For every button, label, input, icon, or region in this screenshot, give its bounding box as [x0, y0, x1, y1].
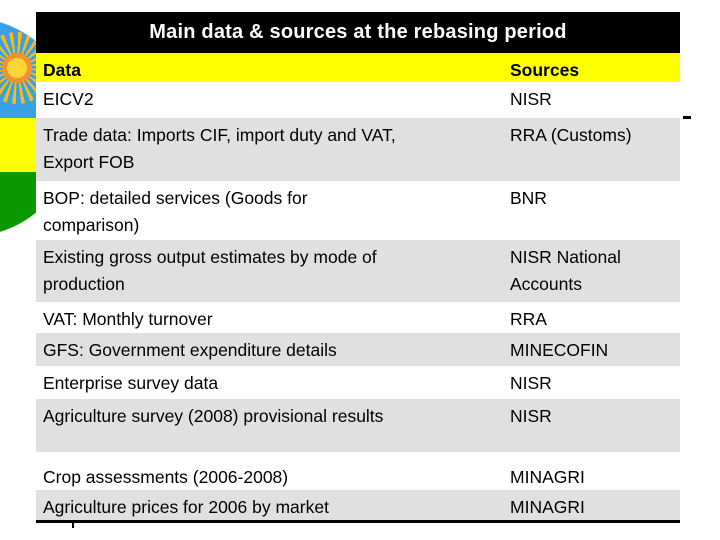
table-row: Existing gross output estimates by mode … [36, 240, 680, 302]
table-row: VAT: Monthly turnover RRA [36, 302, 680, 333]
data-cell: Enterprise survey data [43, 373, 219, 393]
source-cell: NISR [510, 373, 552, 393]
table-row: Agriculture prices for 2006 by market MIN… [36, 490, 680, 520]
source-cell: MINAGRI [510, 467, 585, 487]
data-cell: Trade data: Imports CIF, import duty and… [43, 125, 396, 172]
table-row: Crop assessments (2006-2008) MINAGRI [36, 452, 680, 490]
table-header-row: Data Sources [36, 53, 680, 82]
data-cell: EICV2 [43, 89, 94, 109]
source-cell: MINAGRI [510, 497, 585, 517]
source-cell: NISR National Accounts [510, 247, 621, 294]
column-header-data: Data [43, 60, 81, 80]
stray-dash-mark [683, 116, 691, 119]
sun-core-icon [7, 58, 27, 78]
table-row: Trade data: Imports CIF, import duty and… [36, 118, 680, 181]
data-cell: Agriculture survey (2008) provisional re… [43, 406, 384, 426]
table-row: BOP: detailed services (Goods for compar… [36, 181, 680, 240]
column-header-sources: Sources [510, 60, 580, 80]
data-sources-table: Main data & sources at the rebasing peri… [36, 12, 680, 523]
table-row: Agriculture survey (2008) provisional re… [36, 399, 680, 452]
source-cell: MINECOFIN [510, 340, 609, 360]
stray-tick-mark [72, 521, 74, 528]
data-cell: Crop assessments (2006-2008) [43, 467, 289, 487]
table-row: EICV2 NISR [36, 82, 680, 118]
source-cell: NISR [510, 89, 552, 109]
data-cell: Agriculture prices for 2006 by market [43, 497, 329, 517]
source-cell: BNR [510, 188, 547, 208]
source-cell: RRA [510, 309, 547, 329]
table-row: GFS: Government expenditure details MINEC… [36, 333, 680, 366]
source-cell: RRA (Customs) [510, 125, 632, 145]
table-body: EICV2 NISR Trade data: Imports CIF, import… [36, 82, 680, 520]
table-row: Enterprise survey data NISR [36, 366, 680, 399]
data-cell: GFS: Government expenditure details [43, 340, 337, 360]
data-cell: BOP: detailed services (Goods for compar… [43, 188, 308, 235]
table-bottom-border [36, 520, 680, 523]
data-cell: VAT: Monthly turnover [43, 309, 213, 329]
source-cell: NISR [510, 406, 552, 426]
slide-title: Main data & sources at the rebasing peri… [36, 12, 680, 53]
data-cell: Existing gross output estimates by mode … [43, 247, 377, 294]
